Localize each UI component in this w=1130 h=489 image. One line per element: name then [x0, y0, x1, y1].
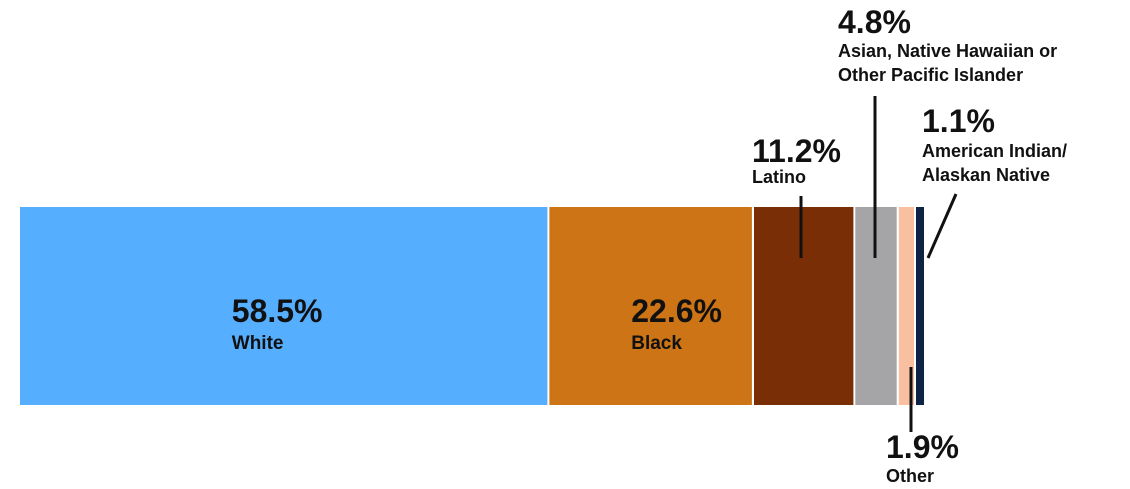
- category-label-asian-native-hawaiian-or-other-pacific-islander: Other Pacific Islander: [838, 65, 1023, 85]
- category-label-latino: Latino: [752, 167, 806, 187]
- bar-segment-latino: [754, 207, 854, 405]
- category-label-black: Black: [631, 333, 682, 354]
- category-label-american-indian-alaskan-native: Alaskan Native: [922, 165, 1050, 185]
- bar-segment-american-indian-alaskan-native: [916, 207, 924, 405]
- value-label-asian-native-hawaiian-or-other-pacific-islander: 4.8%: [838, 4, 911, 40]
- value-label-black: 22.6%: [631, 293, 722, 329]
- leader-lines: [799, 96, 958, 432]
- value-label-white: 58.5%: [232, 293, 323, 329]
- bar-segments: [20, 207, 924, 405]
- value-label-other: 1.9%: [886, 429, 959, 465]
- value-label-american-indian-alaskan-native: 1.1%: [922, 103, 995, 139]
- value-label-latino: 11.2%: [752, 133, 841, 169]
- category-label-other: Other: [886, 466, 934, 486]
- bar-segment-black: [549, 207, 752, 405]
- bar-segment-white: [20, 207, 548, 405]
- category-label-american-indian-alaskan-native: American Indian/: [922, 141, 1067, 161]
- leader-line-american-indian-alaskan-native: [926, 193, 958, 259]
- category-label-white: White: [232, 333, 284, 354]
- bar-segment-other: [898, 207, 914, 405]
- category-label-asian-native-hawaiian-or-other-pacific-islander: Asian, Native Hawaiian or: [838, 41, 1057, 61]
- segment-labels: 58.5% White 22.6% Black 11.2%Latino 4.8%Asian…: [232, 4, 1067, 486]
